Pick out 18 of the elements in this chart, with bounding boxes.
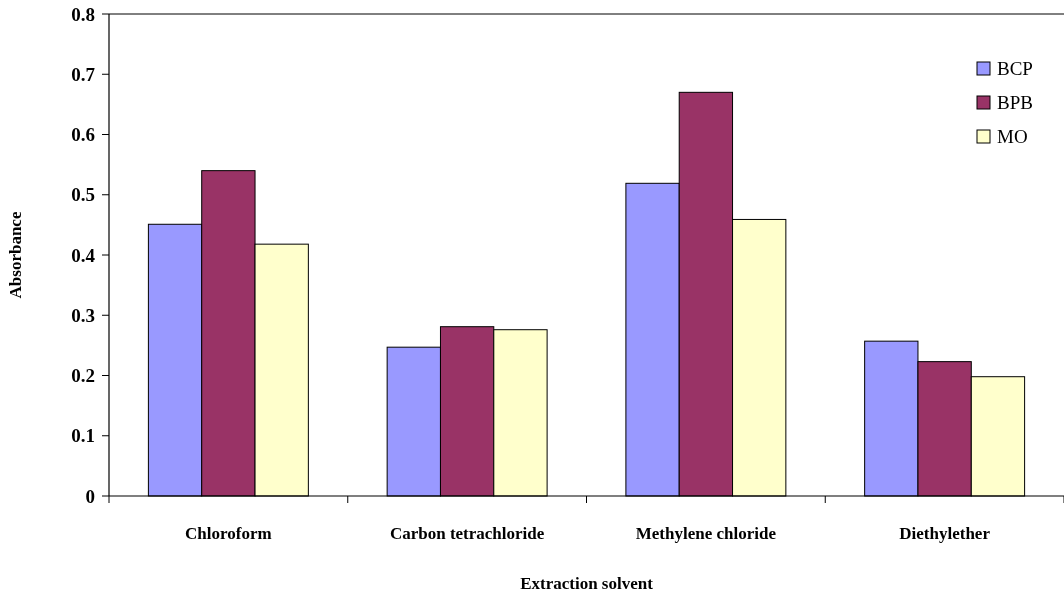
- y-tick-label: 0.7: [71, 63, 96, 85]
- x-tick-label: Diethylether: [899, 524, 991, 543]
- legend-label: BPB: [997, 91, 1033, 113]
- x-tick-label: Carbon tetrachloride: [389, 524, 545, 543]
- y-tick-label: 0.3: [71, 304, 95, 326]
- y-tick-label: 0.4: [71, 244, 96, 266]
- x-tick-label: Methylene chloride: [635, 524, 777, 543]
- y-tick-label: 0.6: [71, 124, 95, 146]
- y-axis-title: Absorbance: [6, 211, 25, 299]
- legend-label: MO: [997, 125, 1028, 147]
- y-tick-label: 0: [85, 485, 95, 507]
- legend-label: BCP: [997, 57, 1033, 79]
- y-tick-label: 0.2: [71, 365, 95, 387]
- x-tick-label: Chloroform: [185, 524, 272, 543]
- y-tick-label: 0.5: [71, 184, 95, 206]
- y-tick-label: 0.1: [71, 425, 95, 447]
- x-axis-title: Extraction solvent: [520, 574, 654, 593]
- y-tick-label: 0.8: [71, 3, 95, 25]
